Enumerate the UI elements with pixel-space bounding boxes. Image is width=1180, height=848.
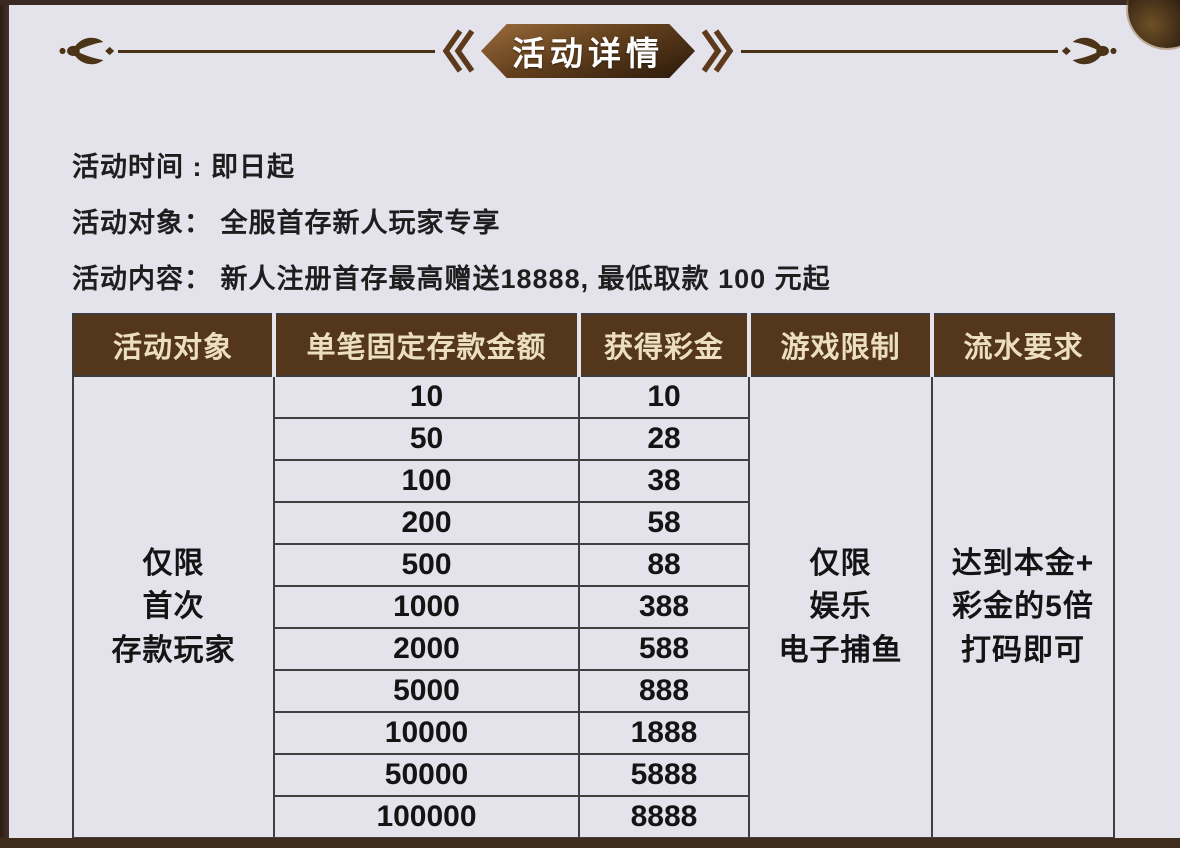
header-target: 活动对象 <box>73 314 276 377</box>
cell-line: 彩金的5倍 <box>952 590 1094 624</box>
table-row: 100000 8888 <box>73 795 1114 839</box>
banner-rule-right <box>741 49 1058 53</box>
top-border-bar <box>0 0 1180 5</box>
deposit-cell: 50000 <box>273 753 580 797</box>
deposit-cell: 100 <box>273 459 580 503</box>
cell-line: 打码即可 <box>961 633 1085 667</box>
cell-line: 仅限 <box>809 546 872 580</box>
activity-time-line: 活动时间 : 即日起 <box>72 151 295 182</box>
bonus-cell: 5888 <box>578 753 750 797</box>
cell-line: 存款玩家 <box>111 633 236 667</box>
table-row: 100 38 <box>73 459 1114 503</box>
floral-ornament-icon <box>59 37 115 65</box>
turnover-merged-cell: 达到本金+ 彩金的5倍 打码即可 <box>931 375 1115 839</box>
cell-line: 仅限 <box>142 546 205 580</box>
banner: 活动详情 <box>58 22 1118 80</box>
table-row: 仅限 首次 存款玩家 10 10 仅限 娱乐 电子捕鱼 达到本金+ 彩金的5倍 … <box>72 375 1115 839</box>
target-merged-cell: 仅限 首次 存款玩家 <box>72 375 275 839</box>
table-row: 200 58 <box>73 501 1114 545</box>
bonus-table: 活动对象 单笔固定存款金额 获得彩金 游戏限制 流水要求 仅限 首次 存款玩家 … <box>72 313 1115 839</box>
banner-title: 活动详情 <box>512 35 664 72</box>
right-double-chevron-icon <box>701 29 734 73</box>
deposit-cell: 200 <box>273 501 580 545</box>
table-row: 50 28 <box>73 417 1114 461</box>
deposit-cell: 100000 <box>273 795 580 839</box>
banner-rule-left <box>118 49 435 53</box>
header-deposit: 单笔固定存款金额 <box>274 314 581 377</box>
header-bonus: 获得彩金 <box>579 314 751 377</box>
deposit-cell: 10000 <box>273 711 580 755</box>
cell-line: 娱乐 <box>809 590 872 624</box>
table-row: 10000 1888 <box>73 711 1114 755</box>
activity-content-line: 活动内容： 新人注册首存最高赠送18888, 最低取款 100 元起 <box>72 263 831 294</box>
bonus-cell: 388 <box>578 585 750 629</box>
floral-ornament-icon <box>1061 37 1117 65</box>
table-header-row: 活动对象 单笔固定存款金额 获得彩金 游戏限制 流水要求 <box>73 314 1114 377</box>
corner-coin-decoration <box>1128 0 1180 48</box>
table-row: 1000 388 <box>73 585 1114 629</box>
activity-target-line: 活动对象： 全服首存新人玩家专享 <box>72 207 501 238</box>
deposit-cell: 10 <box>273 375 580 419</box>
game-limit-merged-cell: 仅限 娱乐 电子捕鱼 <box>748 375 933 839</box>
bonus-cell: 10 <box>578 375 750 419</box>
bonus-cell: 1888 <box>578 711 750 755</box>
deposit-cell: 500 <box>273 543 580 587</box>
table-row: 500 88 <box>73 543 1114 587</box>
activity-info: 活动时间 : 即日起 活动对象： 全服首存新人玩家专享 活动内容： 新人注册首存… <box>72 136 1120 304</box>
table-row: 50000 5888 <box>73 753 1114 797</box>
table-row: 2000 588 <box>73 627 1114 671</box>
table-row: 5000 888 <box>73 669 1114 713</box>
deposit-cell: 50 <box>273 417 580 461</box>
bonus-cell: 28 <box>578 417 750 461</box>
cell-line: 电子捕鱼 <box>778 633 903 667</box>
deposit-cell: 5000 <box>273 669 580 713</box>
bonus-cell: 38 <box>578 459 750 503</box>
header-game-limit: 游戏限制 <box>749 314 934 377</box>
left-border-bar <box>0 0 9 848</box>
bonus-cell: 58 <box>578 501 750 545</box>
left-double-chevron-icon <box>442 29 475 73</box>
header-turnover: 流水要求 <box>932 314 1114 377</box>
bonus-cell: 88 <box>578 543 750 587</box>
bonus-cell: 8888 <box>578 795 750 839</box>
bonus-cell: 588 <box>578 627 750 671</box>
deposit-cell: 2000 <box>273 627 580 671</box>
cell-line: 达到本金+ <box>951 546 1095 580</box>
bonus-cell: 888 <box>578 669 750 713</box>
cell-line: 首次 <box>142 590 205 624</box>
bottom-border-bar <box>0 838 1180 848</box>
banner-badge: 活动详情 <box>481 24 695 78</box>
deposit-cell: 1000 <box>273 585 580 629</box>
